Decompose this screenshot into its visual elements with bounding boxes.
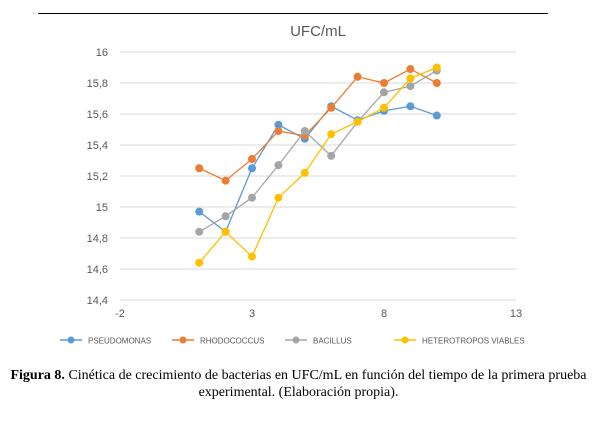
- legend-label: BACILLUS: [313, 337, 352, 346]
- data-point: [248, 154, 256, 163]
- data-point: [432, 63, 441, 72]
- data-point: [221, 176, 230, 185]
- data-point: [327, 130, 336, 139]
- x-tick-label: 13: [510, 308, 522, 320]
- data-point: [195, 164, 204, 173]
- figure-caption: Figura 8. Cinética de crecimiento de bac…: [0, 367, 597, 401]
- series-line: [198, 68, 438, 182]
- y-tick-label: 14,4: [87, 295, 108, 307]
- caption-label: Figura 8.: [10, 368, 65, 383]
- legend-label: RHODOCOCCUS: [200, 337, 264, 346]
- data-point: [274, 120, 283, 129]
- chart-title: UFC/mL: [290, 23, 346, 40]
- data-point: [353, 117, 362, 126]
- y-tick-label: 14,8: [87, 233, 108, 245]
- y-tick-label: 15,4: [87, 140, 108, 152]
- data-point: [221, 227, 230, 236]
- data-point: [274, 193, 283, 202]
- y-tick-label: 16: [96, 47, 108, 59]
- data-point: [195, 207, 204, 216]
- data-point: [406, 82, 415, 91]
- data-point: [274, 127, 283, 136]
- data-point: [432, 79, 441, 87]
- x-tick-label: -2: [115, 308, 125, 320]
- data-point: [248, 164, 256, 173]
- data-point: [432, 111, 441, 120]
- legend-label: PSEUDOMONAS: [88, 337, 151, 346]
- y-tick-label: 15,2: [87, 171, 108, 183]
- legend-marker: [292, 336, 300, 344]
- data-point: [327, 151, 336, 160]
- data-point: [353, 72, 362, 81]
- data-point: [274, 161, 283, 170]
- legend-item: RHODOCOCCUS: [172, 336, 264, 346]
- series-line: [198, 105, 438, 233]
- x-tick-label: 8: [381, 308, 387, 320]
- data-point: [380, 79, 388, 87]
- series-line: [198, 70, 438, 233]
- data-point: [406, 102, 415, 111]
- legend-item: PSEUDOMONAS: [60, 336, 151, 346]
- data-point: [380, 103, 388, 112]
- data-point: [327, 103, 336, 112]
- series-line: [198, 66, 438, 264]
- y-tick-label: 14,6: [87, 264, 108, 276]
- data-point: [195, 258, 204, 267]
- data-point: [300, 168, 309, 177]
- caption-text: Cinética de crecimiento de bacterias en …: [68, 368, 587, 400]
- legend-item: HETEROTROPOS VIABLES: [394, 336, 525, 346]
- data-point: [300, 127, 309, 136]
- legend-marker: [67, 336, 75, 344]
- data-point: [248, 193, 256, 202]
- legend-marker: [179, 336, 187, 344]
- legend-marker: [401, 336, 409, 344]
- legend-item: BACILLUS: [285, 336, 352, 346]
- data-point: [406, 65, 415, 74]
- top-rule: [38, 13, 548, 14]
- data-point: [248, 252, 256, 261]
- x-tick-label: 3: [249, 308, 255, 320]
- data-point: [221, 212, 230, 221]
- y-tick-label: 15,8: [87, 78, 108, 90]
- data-point: [195, 227, 204, 236]
- y-tick-label: 15: [96, 202, 108, 214]
- y-tick-label: 15,6: [87, 109, 108, 121]
- line-chart: UFC/mL 14,4 14,6 14,8 15 15,2 15,4 15,6 15,8 16 -…: [60, 23, 525, 346]
- data-point: [406, 74, 415, 83]
- legend-label: HETEROTROPOS VIABLES: [422, 337, 525, 346]
- data-point: [380, 88, 388, 97]
